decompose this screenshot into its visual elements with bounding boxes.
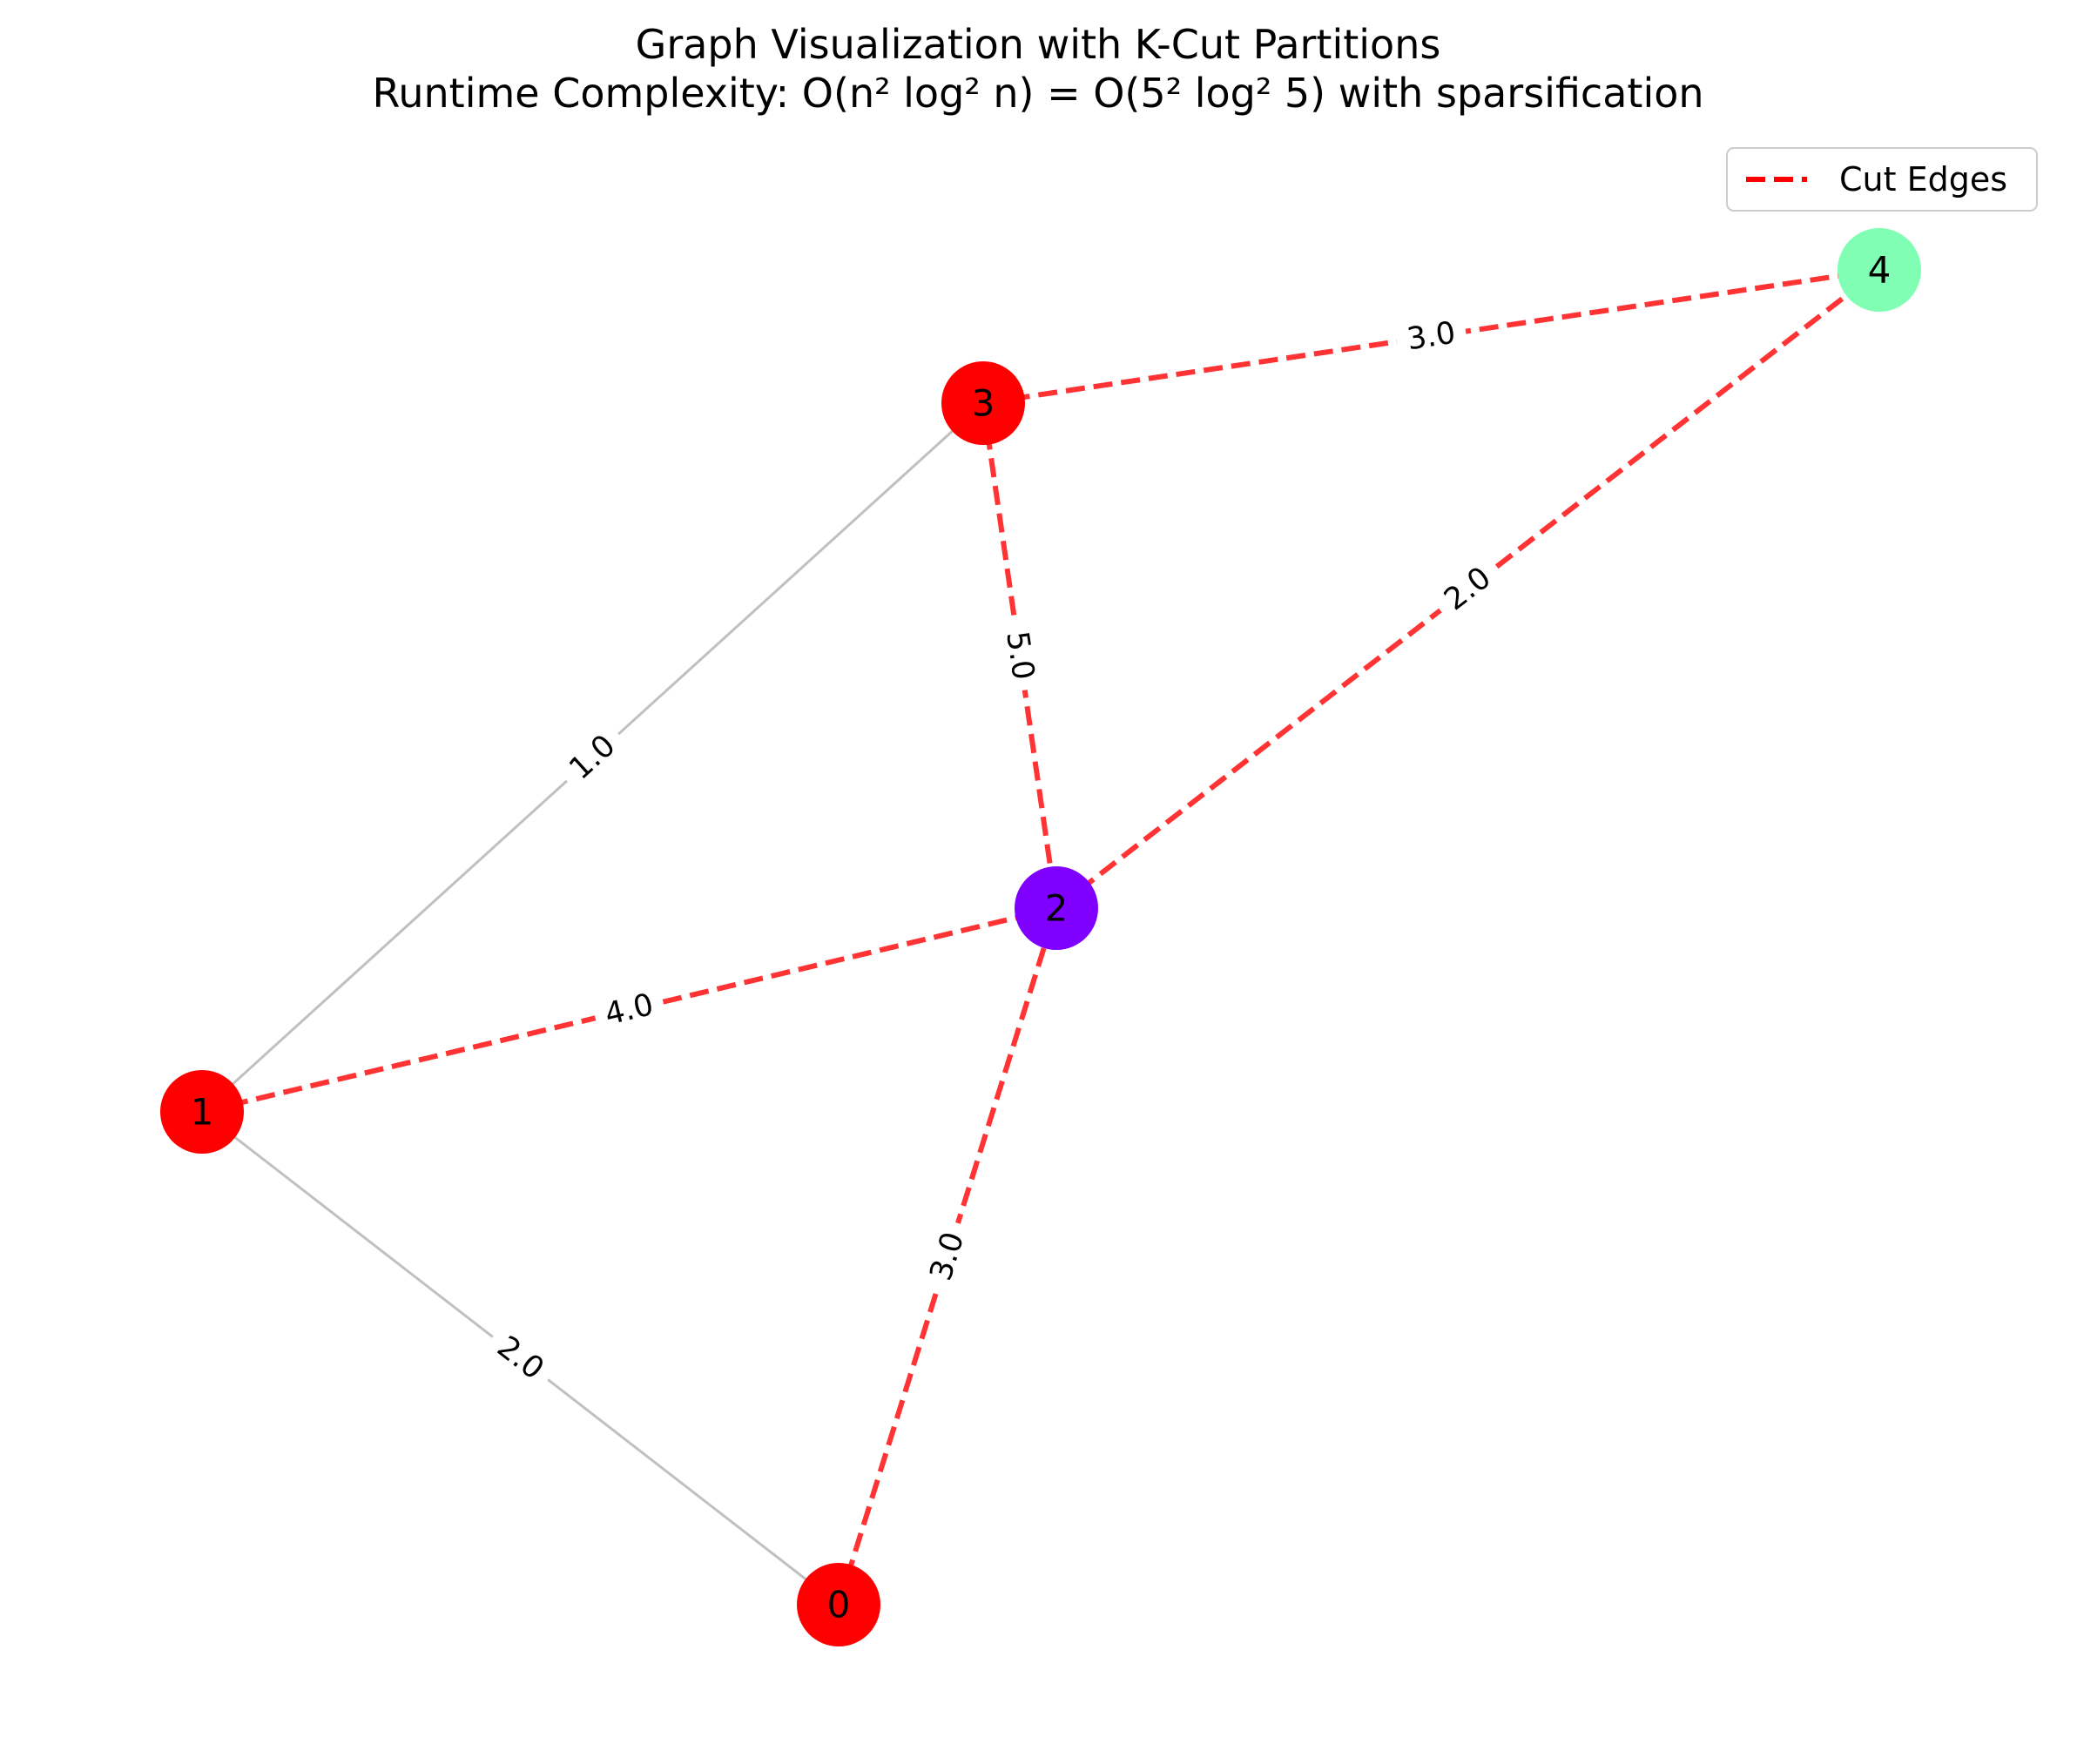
edge-label-background xyxy=(481,1320,561,1395)
node-circle xyxy=(1015,866,1098,950)
legend-box xyxy=(1726,147,2038,212)
node-4: 4 xyxy=(1838,228,1921,312)
figure-title: Graph Visualization with K-Cut Partition… xyxy=(636,21,1441,68)
node-circle xyxy=(160,1070,244,1154)
node-circle xyxy=(941,361,1025,445)
edge-label-group-0-2: 3.0 xyxy=(917,1216,976,1296)
node-circle xyxy=(797,1563,880,1646)
edge-label-background xyxy=(917,1216,976,1296)
figure-subtitle: Runtime Complexity: O(n² log² n) = O(5² … xyxy=(372,70,1703,117)
edge-label-group-3-4: 3.0 xyxy=(1393,310,1469,361)
nodes-layer: 0 1 2 3 4 xyxy=(160,228,1921,1646)
node-1: 1 xyxy=(160,1070,244,1154)
edge-label-background xyxy=(552,718,631,796)
edge-label-background xyxy=(995,617,1046,693)
edge-weight-label: 5.0 xyxy=(999,630,1041,683)
legend-cut-edges-label: Cut Edges xyxy=(1839,160,2007,199)
legend: Cut Edges xyxy=(1726,147,2038,212)
edge-weight-label: 3.0 xyxy=(924,1228,972,1284)
edge-label-group-3-2: 5.0 xyxy=(995,617,1046,693)
edge-label-group-1-2: 4.0 xyxy=(590,981,668,1037)
node-3: 3 xyxy=(941,361,1025,445)
node-circle xyxy=(1838,228,1921,312)
node-label: 0 xyxy=(827,1584,851,1626)
node-label: 2 xyxy=(1045,887,1069,930)
edge-weight-label: 3.0 xyxy=(1405,316,1458,358)
edge-label-group-1-0: 2.0 xyxy=(481,1320,561,1395)
node-0: 0 xyxy=(797,1563,880,1646)
node-label: 3 xyxy=(972,382,995,425)
edge-1-2 xyxy=(201,906,1057,1114)
edge-label-background xyxy=(1393,310,1469,361)
node-label: 1 xyxy=(191,1091,214,1134)
edge-label-background xyxy=(1427,551,1507,626)
node-label: 4 xyxy=(1868,249,1892,292)
edge-label-group-2-4: 2.0 xyxy=(1427,551,1507,626)
edge-label-background xyxy=(590,981,668,1037)
node-2: 2 xyxy=(1015,866,1098,950)
